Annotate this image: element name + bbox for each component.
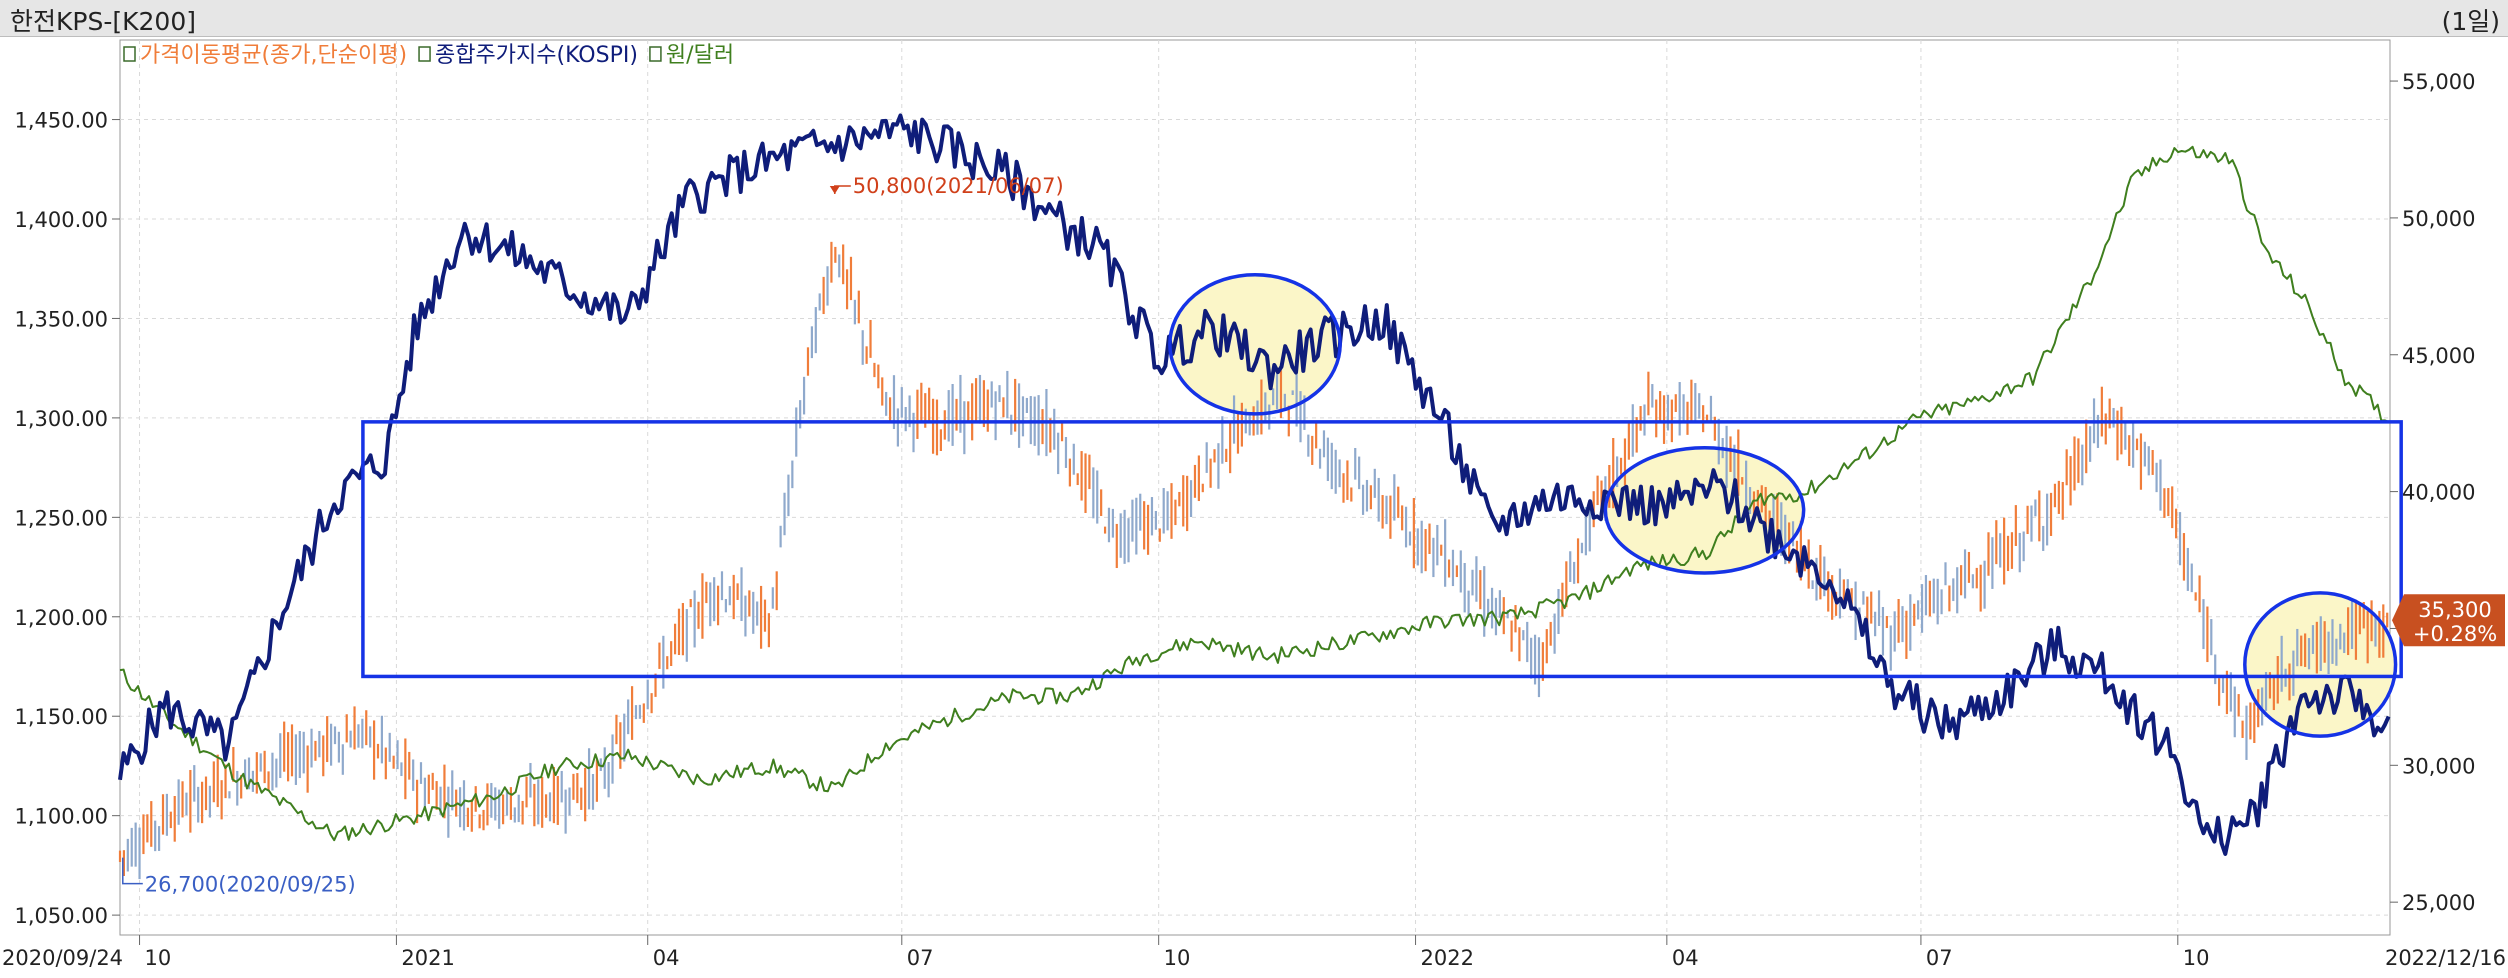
- legend-swatch: [123, 46, 136, 62]
- kospi-series-line: [118, 113, 2391, 856]
- left-axis-tick-label: 1,150.00: [14, 705, 108, 729]
- right-axis-tick-label: 25,000: [2402, 891, 2475, 915]
- left-axis-tick-label: 1,200.00: [14, 606, 108, 630]
- current-price-change: +0.28%: [2413, 622, 2497, 646]
- highlight-ellipse: [1603, 445, 1806, 575]
- left-axis-tick-label: 1,300.00: [14, 407, 108, 431]
- x-axis-tick-label: 04: [653, 946, 680, 970]
- x-axis-start-label: 2020/09/24: [2, 946, 123, 970]
- min-annotation-leader: [122, 857, 143, 885]
- highlight-box: [361, 420, 2403, 679]
- max-annotation-marker: [829, 186, 840, 195]
- x-axis-tick-label: 10: [145, 946, 172, 970]
- legend-swatch: [418, 46, 431, 62]
- left-axis-tick-label: 1,050.00: [14, 904, 108, 928]
- left-axis-tick-label: 1,350.00: [14, 307, 108, 331]
- legend-item-usdkrw: 원/달러: [666, 43, 734, 68]
- plot-area: [119, 39, 2391, 936]
- current-price-badge-bg: [2392, 594, 2505, 647]
- max-annotation-label: 50,800(2021/06/07): [853, 174, 1064, 198]
- highlight-ellipse: [1168, 272, 1342, 416]
- chart-period-label[interactable]: (1일): [2441, 7, 2500, 36]
- legend-swatch: [649, 46, 662, 62]
- x-axis-tick-label: 07: [907, 946, 934, 970]
- usdkrw-series-line: [119, 145, 2389, 842]
- x-axis-tick-label: 10: [2183, 946, 2210, 970]
- x-axis-tick-label: 07: [1926, 946, 1953, 970]
- right-axis-tick-label: 40,000: [2402, 481, 2475, 505]
- right-axis-tick-label: 30,000: [2402, 754, 2475, 778]
- x-axis-tick-label: 2022: [1421, 946, 1474, 970]
- chart-title-bar: 한전KPS-[K200] (1일): [0, 0, 2508, 37]
- right-axis-tick-label: 50,000: [2402, 207, 2475, 231]
- highlight-ellipse: [2243, 591, 2398, 738]
- x-axis-tick-label: 04: [1672, 946, 1699, 970]
- chart-title: 한전KPS-[K200]: [10, 7, 196, 36]
- legend-item-ma: 가격이동평균(종가,단순이평): [140, 43, 407, 68]
- highlight-ellipse-fill: [1605, 447, 1804, 574]
- left-axis-tick-label: 1,100.00: [14, 805, 108, 829]
- right-axis-tick-label: 45,000: [2402, 344, 2475, 368]
- x-axis-tick-label: 10: [1164, 946, 1191, 970]
- current-price-value: 35,300: [2418, 598, 2491, 622]
- left-axis-tick-label: 1,450.00: [14, 109, 108, 133]
- right-axis-tick-label: 55,000: [2402, 70, 2475, 94]
- current-price-badge: 35,300+0.28%: [2392, 594, 2505, 647]
- x-axis-tick-label: 2021: [401, 946, 454, 970]
- left-axis-tick-label: 1,250.00: [14, 506, 108, 530]
- x-axis-end-label: 2022/12/16: [2385, 946, 2506, 970]
- left-axis-tick-label: 1,400.00: [14, 208, 108, 232]
- min-annotation-label: 26,700(2020/09/25): [145, 873, 356, 897]
- legend-item-kospi: 종합주가지수(KOSPI): [435, 43, 638, 68]
